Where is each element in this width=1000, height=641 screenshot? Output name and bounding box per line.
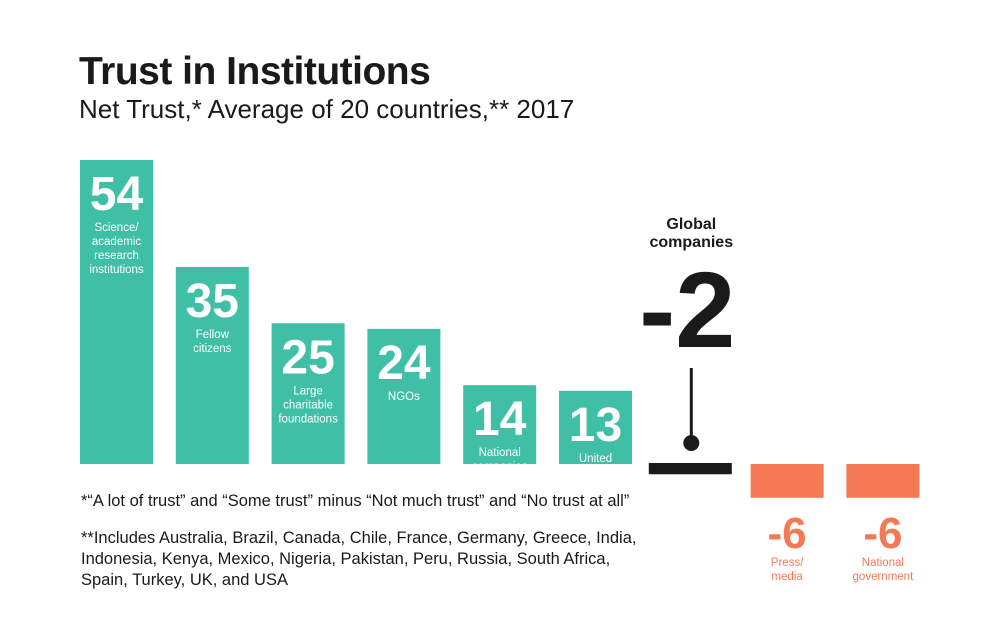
category-label-national-companies-line-1: National <box>479 447 521 459</box>
category-label-national-companies-line-2: companies <box>472 461 528 473</box>
value-label-ngos: 24 <box>377 337 431 390</box>
bar-large-charitable-foundations <box>271 323 345 464</box>
category-label-united-nations-line-2: Nations <box>576 467 615 479</box>
chart-title: Trust in Institutions <box>79 50 431 93</box>
value-label-national-government: -6 <box>863 509 902 558</box>
category-label-united-nations-line-1: United <box>579 453 612 465</box>
bar-science-academic-research-institutions <box>80 159 153 465</box>
bar-ngos <box>367 328 441 464</box>
value-label-global-companies: -2 <box>639 249 735 370</box>
bar-global-companies <box>648 463 732 475</box>
value-label-fellow-citizens: 35 <box>186 275 239 328</box>
category-label-ngos-line-1: NGOs <box>388 391 420 403</box>
footnote-countries: **Includes Australia, Brazil, Canada, Ch… <box>81 529 637 589</box>
category-label-science-academic-research-institutions-line-3: research <box>94 250 139 262</box>
category-label-large-charitable-foundations-line-3: foundations <box>278 413 338 425</box>
category-label-science-academic-research-institutions-line-1: Science/ <box>94 222 139 234</box>
bar-national-companies <box>463 385 537 464</box>
category-label-national-government-line-2: government <box>853 571 915 583</box>
chart-subtitle: Net Trust,* Average of 20 countries,** 2… <box>79 94 575 124</box>
category-label-fellow-citizens-line-2: citizens <box>193 343 232 355</box>
category-label-science-academic-research-institutions-line-2: academic <box>92 236 141 248</box>
value-label-science-academic-research-institutions: 54 <box>90 168 144 221</box>
bar-united-nations <box>559 390 632 464</box>
category-label-science-academic-research-institutions-line-4: institutions <box>89 264 144 276</box>
bar-national-government <box>846 464 920 498</box>
value-label-national-companies: 14 <box>473 393 527 446</box>
footnote-net-trust: *“A lot of trust” and “Some trust” minus… <box>81 492 630 510</box>
bar-fellow-citizens <box>175 266 249 464</box>
category-label-fellow-citizens-line-1: Fellow <box>196 329 230 341</box>
value-label-large-charitable-foundations: 25 <box>281 331 334 384</box>
category-label-press-media-line-2: media <box>771 571 803 583</box>
bar-press-media <box>750 464 824 498</box>
value-label-united-nations: 13 <box>569 399 622 452</box>
value-label-press-media: -6 <box>768 509 807 558</box>
category-label-large-charitable-foundations-line-1: Large <box>293 385 322 397</box>
category-label-global-companies-line-1: Global <box>666 216 716 233</box>
category-label-global-companies-line-2: companies <box>650 234 734 251</box>
category-label-press-media-line-1: Press/ <box>771 557 804 569</box>
lollipop-knob-global-companies <box>683 435 700 451</box>
category-label-large-charitable-foundations-line-2: charitable <box>283 399 333 411</box>
category-label-national-government-line-1: National <box>862 557 904 569</box>
